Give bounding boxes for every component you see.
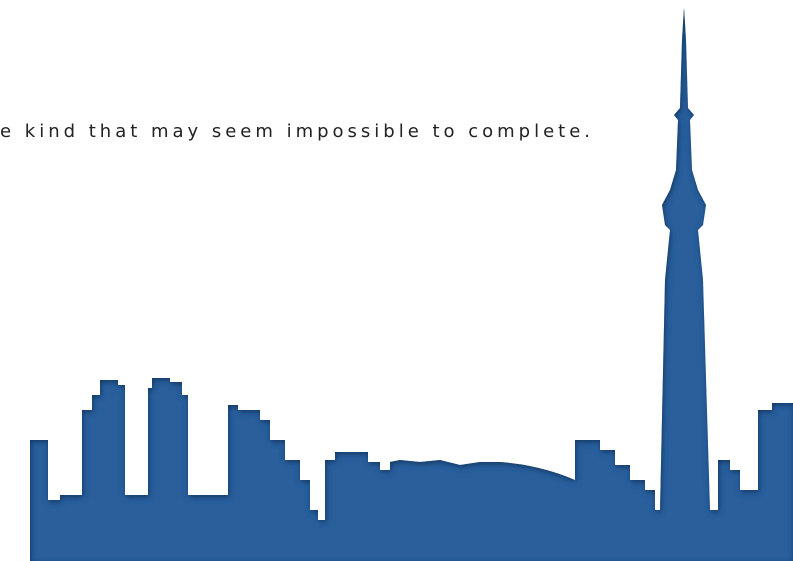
page: e kind that may seem impossible to compl… [0, 0, 793, 561]
screen: e kind that may seem impossible to compl… [0, 0, 793, 561]
toronto-skyline [30, 8, 793, 561]
body-text: e kind that may seem impossible to compl… [0, 121, 590, 142]
